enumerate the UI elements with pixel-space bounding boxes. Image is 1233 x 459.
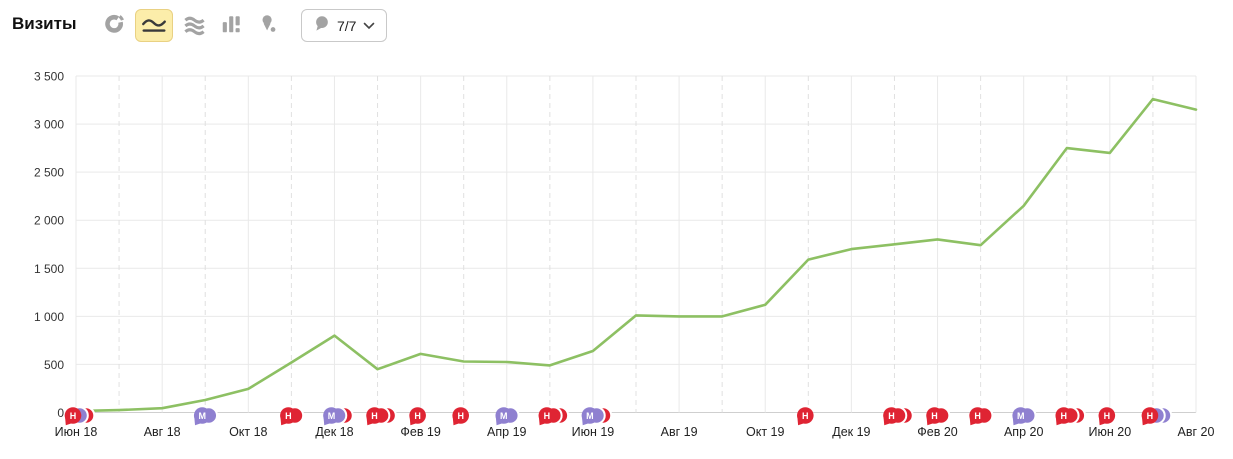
annotation-letter: Н: [1147, 411, 1154, 421]
y-tick-label: 1 500: [34, 262, 64, 276]
x-tick-label: Июн 20: [1089, 425, 1132, 439]
annotation-letter: Н: [802, 411, 809, 421]
x-tick-label: Авг 20: [1178, 425, 1215, 439]
annotation-letter: Н: [931, 411, 938, 421]
chart-type-line-button[interactable]: [135, 9, 173, 42]
front-bubble: [926, 407, 943, 424]
front-bubble: [581, 407, 599, 424]
annotation-letter: М: [586, 411, 594, 421]
annotation-letter: М: [500, 411, 508, 421]
annotation-marker-Ноя-19[interactable]: Н: [797, 407, 814, 426]
annotation-marker-Сен-18[interactable]: М: [193, 406, 219, 426]
front-bubble: [1012, 407, 1029, 424]
annotation-marker-Фев-20[interactable]: Н: [926, 406, 951, 426]
map-pin-icon: [257, 13, 279, 38]
chevron-down-icon: [363, 17, 375, 35]
annotation-letter: М: [328, 411, 336, 421]
annotation-marker-Июн-20[interactable]: Н: [1098, 407, 1116, 426]
x-tick-label: Авг 18: [144, 425, 181, 439]
y-tick-label: 500: [44, 358, 64, 372]
chart-type-toolbar: 7/7: [98, 9, 388, 42]
annotation-letter: Н: [888, 411, 895, 421]
x-tick-label: Дек 18: [315, 425, 353, 439]
annotation-letter: Н: [414, 411, 421, 421]
x-tick-label: Июн 18: [55, 425, 98, 439]
annotation-marker-Апр-20[interactable]: М: [1012, 406, 1037, 426]
annotations-count-label: 7/7: [337, 17, 357, 34]
y-tick-label: 2 000: [34, 214, 64, 228]
y-tick-label: 1 000: [34, 310, 64, 324]
front-bubble: [797, 407, 814, 424]
chart-type-stacked-button[interactable]: [178, 10, 210, 42]
front-bubble: [193, 407, 211, 424]
front-bubble: [1055, 407, 1073, 424]
pie-chart-icon: [103, 13, 125, 38]
x-tick-label: Окт 19: [746, 425, 784, 439]
front-bubble: [883, 407, 900, 424]
x-tick-label: Фев 19: [400, 425, 441, 439]
annotation-letter: Н: [1061, 411, 1068, 421]
front-bubble: [538, 407, 556, 424]
front-bubble: [1141, 407, 1159, 424]
comment-bubble-icon: [313, 15, 330, 37]
front-bubble: [452, 407, 469, 424]
front-bubble: [280, 407, 297, 424]
x-tick-label: Авг 19: [661, 425, 698, 439]
x-tick-label: Дек 19: [832, 425, 870, 439]
annotation-marker-Дек-18[interactable]: М: [323, 406, 354, 426]
annotation-letter: Н: [1104, 411, 1111, 421]
annotation-marker-Июн-19[interactable]: М: [581, 406, 613, 426]
page-title: Визиты: [12, 14, 77, 33]
annotation-marker-Мар-20[interactable]: Н: [969, 406, 994, 426]
chart-type-pie-button[interactable]: [98, 10, 130, 42]
x-tick-label: Окт 18: [229, 425, 267, 439]
annotation-marker-Фев-19[interactable]: Н: [409, 407, 426, 426]
annotation-letter: Н: [974, 411, 981, 421]
visits-series-line[interactable]: [74, 97, 1198, 413]
annotations-dropdown[interactable]: 7/7: [301, 9, 388, 42]
line-chart-icon: [140, 14, 168, 38]
front-bubble: [366, 407, 383, 424]
chart-type-columns-button[interactable]: [215, 10, 247, 42]
annotation-marker-Янв-19[interactable]: Н: [366, 406, 397, 426]
y-tick-label: 3 500: [34, 70, 64, 84]
front-bubble: [969, 407, 986, 424]
annotation-letter: Н: [371, 411, 378, 421]
annotation-marker-Апр-19[interactable]: М: [495, 406, 520, 426]
stacked-area-icon: [183, 13, 206, 39]
chart-type-map-button[interactable]: [252, 10, 284, 42]
annotation-marker-Июл-20[interactable]: Н: [1141, 406, 1173, 426]
annotation-marker-Май-20[interactable]: Н: [1055, 406, 1087, 426]
annotation-marker-Ноя-18[interactable]: Н: [280, 406, 305, 426]
annotation-letter: Н: [544, 411, 551, 421]
annotation-letter: М: [1017, 411, 1025, 421]
x-tick-label: Апр 20: [1004, 425, 1043, 439]
front-bubble: [64, 407, 82, 424]
front-bubble: [323, 407, 340, 424]
annotation-marker-Мар-19[interactable]: Н: [452, 407, 469, 426]
y-tick-label: 2 500: [34, 166, 64, 180]
annotation-letter: М: [198, 411, 206, 421]
annotation-letter: Н: [285, 411, 292, 421]
annotation-letter: Н: [70, 411, 77, 421]
annotation-marker-Янв-20[interactable]: Н: [883, 406, 914, 426]
x-tick-label: Фев 20: [917, 425, 958, 439]
x-tick-label: Июн 19: [572, 425, 615, 439]
annotation-marker-Май-19[interactable]: Н: [538, 406, 570, 426]
front-bubble: [1098, 407, 1116, 424]
front-bubble: [495, 407, 513, 424]
annotation-letter: Н: [457, 411, 464, 421]
chart-header: Визиты: [0, 0, 1233, 52]
bar-chart-icon: [220, 13, 242, 38]
y-tick-label: 3 000: [34, 118, 64, 132]
y-tick-label: 0: [57, 406, 64, 420]
x-tick-label: Апр 19: [487, 425, 526, 439]
annotation-marker-Июн-18[interactable]: Н: [64, 406, 96, 426]
front-bubble: [409, 407, 426, 424]
